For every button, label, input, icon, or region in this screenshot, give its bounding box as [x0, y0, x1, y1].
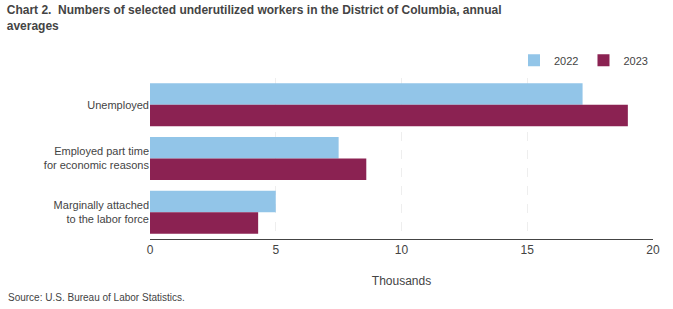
svg-text:2022: 2022 — [554, 55, 578, 67]
svg-text:Thousands: Thousands — [372, 274, 431, 288]
svg-text:Source: U.S. Bureau of Labor S: Source: U.S. Bureau of Labor Statistics. — [8, 292, 185, 303]
svg-text:Unemployed: Unemployed — [87, 99, 149, 111]
svg-text:Employed part timefor economic: Employed part timefor economic reasons — [44, 145, 150, 171]
svg-text:0: 0 — [147, 243, 154, 257]
svg-text:5: 5 — [272, 243, 279, 257]
svg-text:Chart 2. Numbers of selected: Chart 2. Numbers of selected underutiliz… — [7, 3, 502, 33]
svg-text:Marginally attachedto the labo: Marginally attachedto the labor force — [54, 199, 149, 225]
svg-text:20: 20 — [646, 243, 660, 257]
svg-text:10: 10 — [395, 243, 409, 257]
svg-text:15: 15 — [521, 243, 535, 257]
svg-text:2023: 2023 — [623, 55, 647, 67]
